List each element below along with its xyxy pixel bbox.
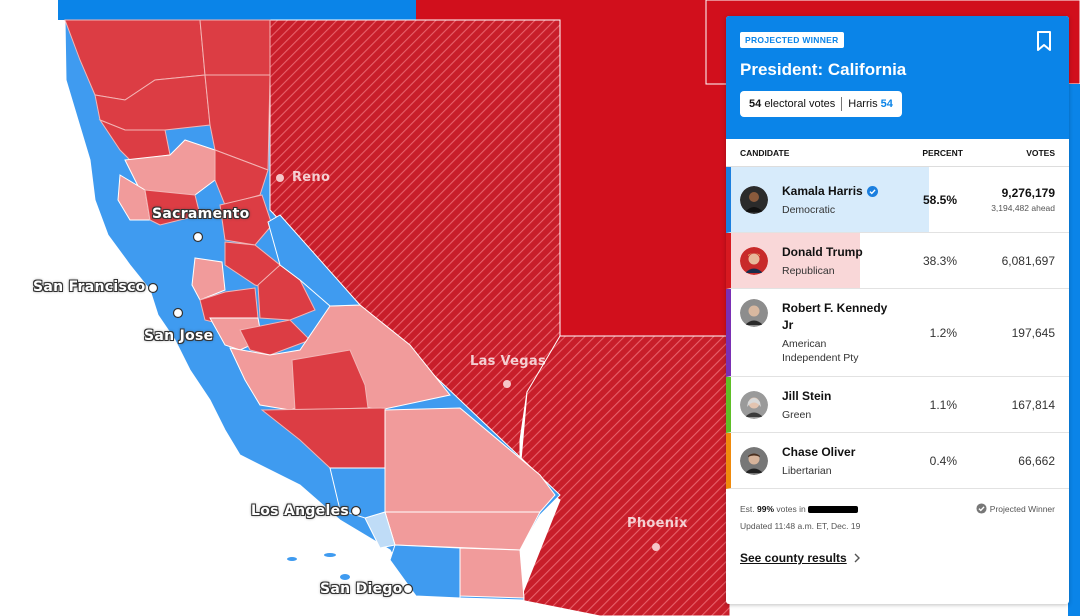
candidate-name: Donald Trump (782, 244, 863, 259)
candidate-percent: 38.3% (922, 253, 957, 268)
votes-ahead: 3,194,482 ahead (991, 202, 1055, 213)
candidate-name: Jill Stein (782, 388, 832, 403)
city-label-san-diego: San Diego (320, 581, 403, 597)
county[interactable] (384, 511, 541, 551)
island (287, 557, 297, 561)
avatar-harris (740, 185, 768, 214)
candidate-name: Chase Oliver (782, 444, 856, 459)
san-francisco-dot (147, 282, 159, 294)
candidate-percent: 1.1% (929, 397, 957, 412)
los-angeles-dot (350, 505, 362, 517)
candidate-party: Republican (782, 264, 835, 277)
updated-timestamp: Updated 11:48 a.m. ET, Dec. 19 (740, 521, 861, 531)
san-diego-dot (402, 583, 414, 595)
estimated-votes-in: Est. 99% votes in (740, 504, 859, 514)
race-title: President: California (740, 60, 907, 79)
candidate-party: Libertarian (782, 464, 832, 477)
ev-divider (841, 97, 843, 111)
candidate-party: Green (782, 408, 812, 421)
chevron-right-icon (854, 553, 860, 563)
header-votes: VOTES (1026, 147, 1055, 158)
candidate-name: Kamala Harris (782, 183, 897, 200)
candidate-votes: 6,081,697 (1001, 253, 1055, 268)
avatar-kennedy (740, 299, 768, 327)
candidate-percent: 58.5% (922, 192, 957, 207)
panel-header: PROJECTED WINNER President: California 5… (726, 16, 1069, 139)
las-vegas-dot (503, 380, 511, 388)
arizona-region[interactable] (519, 335, 731, 616)
candidate-row-stein[interactable]: Jill Stein Green 1.1% 167,814 (726, 377, 1069, 433)
panel-footer: Est. 99% votes in Projected Winner Updat… (726, 489, 1069, 565)
candidate-row-trump[interactable]: Donald Trump Republican 38.3% 6,081,697 (726, 233, 1069, 289)
see-county-results-link[interactable]: See county results (740, 551, 861, 565)
candidate-percent: 1.2% (929, 325, 957, 340)
candidate-row-harris[interactable]: Kamala Harris Democratic 58.5% 9,276,179… (726, 167, 1069, 233)
county[interactable] (329, 467, 386, 519)
candidate-party: Democratic (782, 203, 836, 216)
county[interactable] (291, 349, 369, 411)
phoenix-dot (652, 543, 660, 551)
results-table-header: CANDIDATE PERCENT VOTES (726, 139, 1069, 167)
avatar-trump (740, 246, 768, 275)
ev-label: electoral votes (764, 98, 836, 110)
city-label-phoenix: Phoenix (627, 516, 688, 531)
candidate-row-kennedy[interactable]: Robert F. Kennedy Jr American Independen… (726, 289, 1069, 377)
candidate-votes: 9,276,179 3,194,482 ahead (979, 186, 1069, 214)
county[interactable] (191, 257, 226, 301)
candidate-name: Robert F. Kennedy Jr (782, 301, 888, 332)
county[interactable] (219, 194, 273, 246)
city-label-las-vegas: Las Vegas (470, 354, 547, 369)
utah-region[interactable] (560, 20, 730, 336)
results-panel: PROJECTED WINNER President: California 5… (726, 16, 1069, 604)
island (340, 574, 350, 580)
electoral-votes-pill: 54 electoral votes Harris 54 (740, 91, 902, 117)
header-candidate: CANDIDATE (740, 147, 790, 158)
island (324, 553, 336, 557)
redacted-bar (808, 505, 859, 513)
candidate-votes: 167,814 (1011, 397, 1055, 412)
projected-winner-legend: Projected Winner (976, 503, 1055, 514)
city-label-san-jose: San Jose (144, 328, 214, 344)
county[interactable] (459, 547, 525, 599)
ev-winner-count: 54 (880, 98, 893, 110)
candidate-party: American Independent Pty (782, 338, 859, 364)
county[interactable] (267, 214, 362, 307)
winner-check-icon (866, 185, 878, 197)
oregon-region[interactable] (58, 0, 416, 20)
avatar-stein (740, 390, 768, 419)
city-label-reno: Reno (292, 170, 331, 185)
header-percent: PERCENT (922, 147, 963, 158)
county[interactable] (144, 189, 201, 226)
reno-dot (276, 174, 284, 182)
county[interactable] (199, 19, 271, 76)
city-label-sacramento: Sacramento (152, 206, 250, 222)
candidate-votes: 197,645 (1011, 325, 1055, 340)
sacramento-dot (192, 231, 204, 243)
ev-winner: Harris (848, 98, 878, 110)
county[interactable] (389, 544, 461, 599)
right-edge-blue (1068, 84, 1080, 616)
avatar-oliver (740, 446, 768, 475)
check-circle-icon (976, 503, 987, 514)
san-jose-dot (172, 307, 184, 319)
county[interactable] (117, 174, 151, 221)
candidate-votes: 66,662 (1018, 453, 1055, 468)
city-label-los-angeles: Los Angeles (251, 503, 349, 519)
candidate-percent: 0.4% (929, 453, 957, 468)
city-label-san-francisco: San Francisco (33, 279, 146, 295)
projected-winner-badge: PROJECTED WINNER (740, 32, 844, 48)
ev-count: 54 (749, 98, 762, 110)
candidate-row-oliver[interactable]: Chase Oliver Libertarian 0.4% 66,662 (726, 433, 1069, 489)
candidate-list: Kamala Harris Democratic 58.5% 9,276,179… (726, 167, 1069, 489)
county[interactable] (239, 319, 311, 356)
bookmark-icon[interactable] (1035, 30, 1053, 52)
